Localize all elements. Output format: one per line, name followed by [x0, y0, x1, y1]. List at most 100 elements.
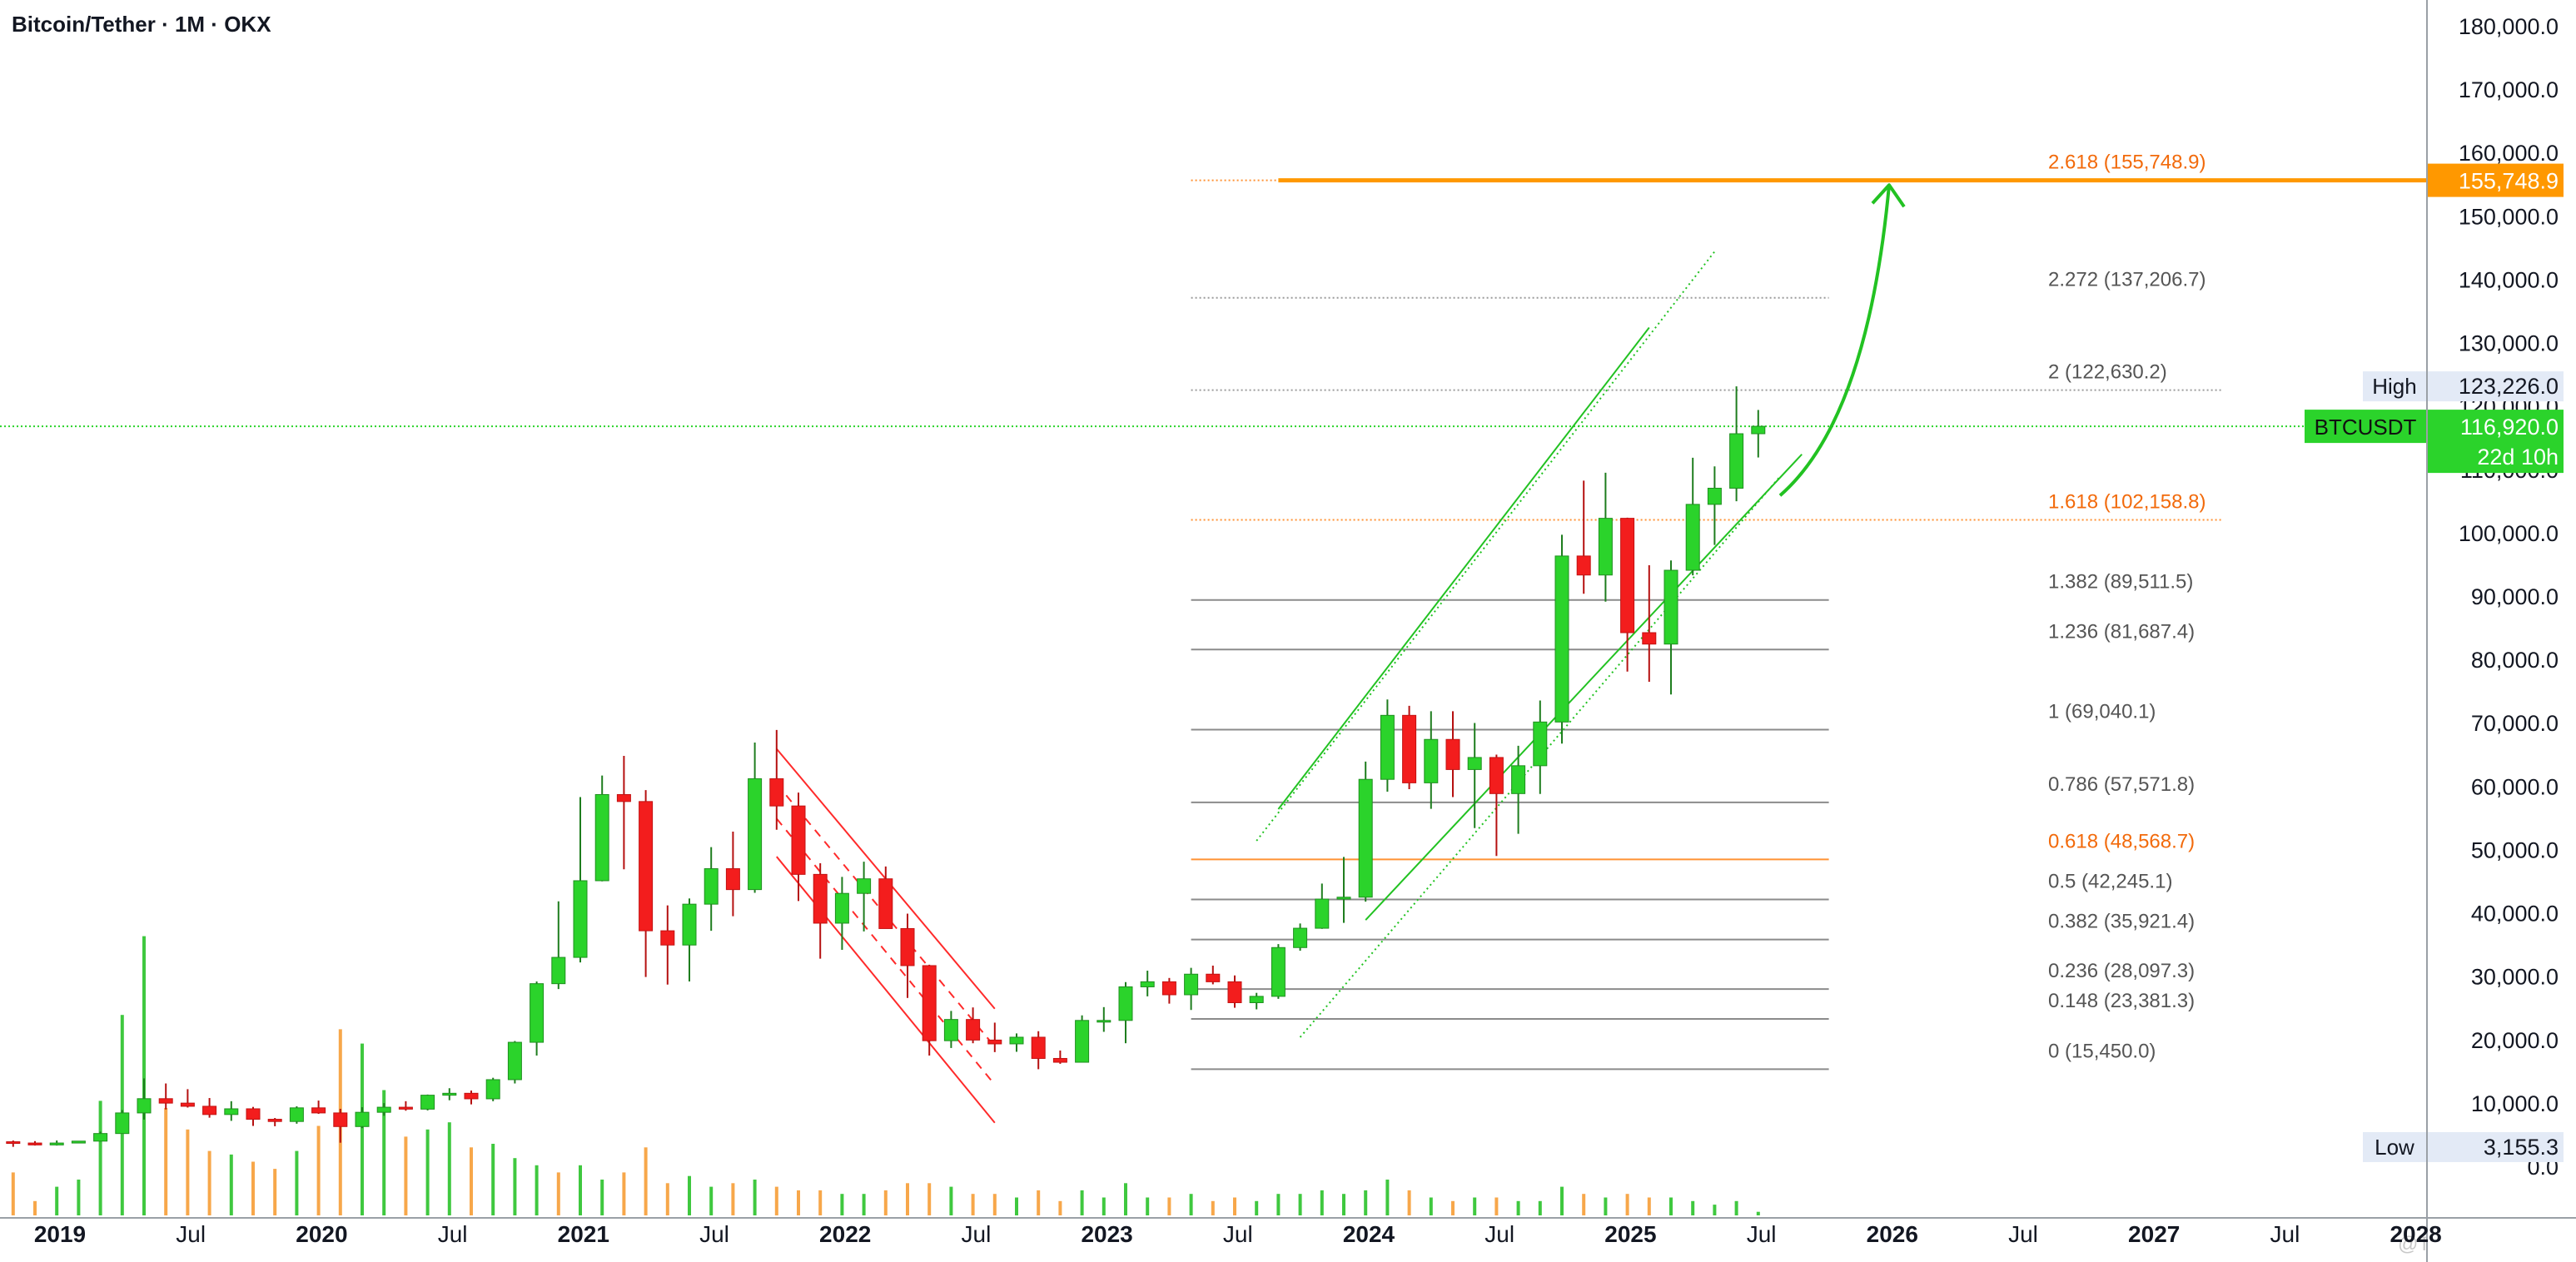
fib-level-label: 0.5 (42,245.1)	[2048, 870, 2172, 892]
time-tick-label: 2026	[1867, 1221, 1918, 1247]
fib-level-label: 1 (69,040.1)	[2048, 701, 2156, 723]
volume-bar	[1102, 1197, 1106, 1215]
candle-body	[987, 1039, 1002, 1045]
chart-title: Bitcoin/Tether · 1M · OKX	[12, 12, 271, 37]
candle-body	[748, 778, 763, 891]
candle-body	[922, 965, 937, 1041]
fib-level-label: 0.236 (28,097.3)	[2048, 960, 2195, 982]
volume-bar	[688, 1175, 691, 1215]
fib-level-label: 0.148 (23,381.3)	[2048, 990, 2195, 1012]
candle-body	[1315, 898, 1330, 929]
candle-body	[1707, 487, 1722, 505]
candle-body	[180, 1102, 195, 1107]
volume-bar	[1669, 1197, 1673, 1215]
time-tick-label: Jul	[1747, 1221, 1777, 1247]
volume-bar	[186, 1129, 190, 1215]
price-tags: 155,748.9 High 123,226.0 BTCUSDT 116,920.0 22…	[2305, 163, 2564, 1162]
candle-body	[1075, 1020, 1090, 1063]
candle-body	[420, 1095, 435, 1110]
candle-body	[1554, 555, 1569, 723]
volume-bar	[1451, 1200, 1455, 1215]
candle-body	[551, 956, 566, 985]
time-tick-label: Jul	[438, 1221, 468, 1247]
candle-body	[1663, 569, 1678, 645]
target-price-tag	[2428, 163, 2564, 197]
candle-body	[704, 868, 719, 905]
volume-bar	[862, 1194, 866, 1215]
candle-body	[639, 801, 654, 932]
candle-body	[1336, 897, 1351, 900]
volume-bar	[361, 1043, 364, 1215]
candle-body	[1642, 632, 1657, 645]
candle-body	[137, 1098, 152, 1114]
price-tick-label: 180,000.0	[2459, 14, 2559, 39]
price-tick-label: 50,000.0	[2471, 837, 2559, 862]
candle-body	[943, 1019, 958, 1041]
candle-body	[1620, 518, 1635, 633]
candle-body	[1533, 721, 1548, 767]
candle-body	[333, 1112, 348, 1127]
bull-channel-line[interactable]	[1277, 326, 1650, 810]
bull-channel-line[interactable]	[1256, 251, 1716, 842]
volume-bar	[77, 1180, 81, 1215]
time-tick-label: Jul	[2008, 1221, 2038, 1247]
volume-bar	[535, 1165, 539, 1215]
price-tick-label: 90,000.0	[2471, 584, 2559, 609]
candle-body	[485, 1079, 500, 1100]
volume-bar	[797, 1190, 800, 1215]
candle-body	[1402, 714, 1417, 783]
candle-body	[311, 1107, 326, 1114]
fib-level-label: 2 (122,630.2)	[2048, 361, 2167, 384]
volume-bar	[98, 1101, 102, 1215]
candle-body	[224, 1108, 239, 1115]
volume-bar	[1342, 1194, 1345, 1215]
volume-bar	[1734, 1200, 1738, 1215]
volume-bar	[425, 1129, 430, 1215]
low-value: 3,155.3	[2484, 1135, 2559, 1160]
fib-level-label: 1.618 (102,158.8)	[2048, 490, 2206, 513]
current-price-tag	[2428, 410, 2564, 474]
time-tick-label: 2020	[296, 1221, 347, 1247]
candle-body	[1358, 778, 1373, 898]
volume-bar	[382, 1090, 386, 1215]
candle-body	[398, 1106, 413, 1110]
volume-bar	[11, 1172, 15, 1215]
candle-body	[267, 1119, 282, 1122]
time-tick-label: Jul	[1484, 1221, 1514, 1247]
bar-countdown: 22d 10h	[2477, 445, 2559, 470]
price-axis-panel	[2427, 0, 2576, 1262]
price-axis[interactable]: 180,000.0 170,000.0 160,000.0 150,000.0 140,…	[2426, 0, 2576, 1262]
candle-body	[900, 927, 915, 966]
bull-channel-line[interactable]	[1299, 475, 1781, 1038]
price-tick-label: 30,000.0	[2471, 965, 2559, 990]
bull-channel-line[interactable]	[1365, 454, 1803, 921]
fib-level-label: 0.618 (48,568.7)	[2048, 830, 2195, 852]
bear-channel-line[interactable]	[776, 817, 996, 1086]
candle-body	[660, 930, 675, 946]
fib-level-label: 1.236 (81,687.4)	[2048, 620, 2195, 643]
volume-bar	[470, 1147, 473, 1215]
candle-body	[769, 778, 784, 807]
candle-body	[1576, 555, 1591, 576]
symbol-label: BTCUSDT	[2315, 415, 2417, 440]
candle-body	[289, 1107, 304, 1122]
arrow-head-icon	[1871, 183, 1906, 208]
bear-channel-line[interactable]	[776, 856, 996, 1124]
price-tick-label: 150,000.0	[2459, 204, 2559, 229]
candle-body	[71, 1140, 86, 1144]
volume-bar	[1167, 1197, 1171, 1215]
volume-bar	[1713, 1205, 1717, 1215]
price-tick-label: 170,000.0	[2459, 77, 2559, 102]
time-axis[interactable]: 2019 Jul 2020 Jul 2021 Jul 2022 Jul 2023 Jul 2024 J…	[0, 1217, 2576, 1247]
volume-bar	[1189, 1194, 1193, 1215]
volume-bar	[1058, 1200, 1062, 1215]
fib-level-label: 0 (15,450.0)	[2048, 1040, 2156, 1062]
candle-body	[878, 878, 893, 929]
symbol-tag	[2305, 410, 2426, 444]
volume-bar	[949, 1186, 953, 1215]
fibonacci-extension[interactable]: 2.618 (155,748.9) 2.272 (137,206.7) 2 (122…	[0, 152, 2427, 1071]
projection-arrow-curve[interactable]	[1778, 185, 1891, 497]
price-tick-label: 10,000.0	[2471, 1091, 2559, 1116]
candle-body	[573, 880, 588, 958]
